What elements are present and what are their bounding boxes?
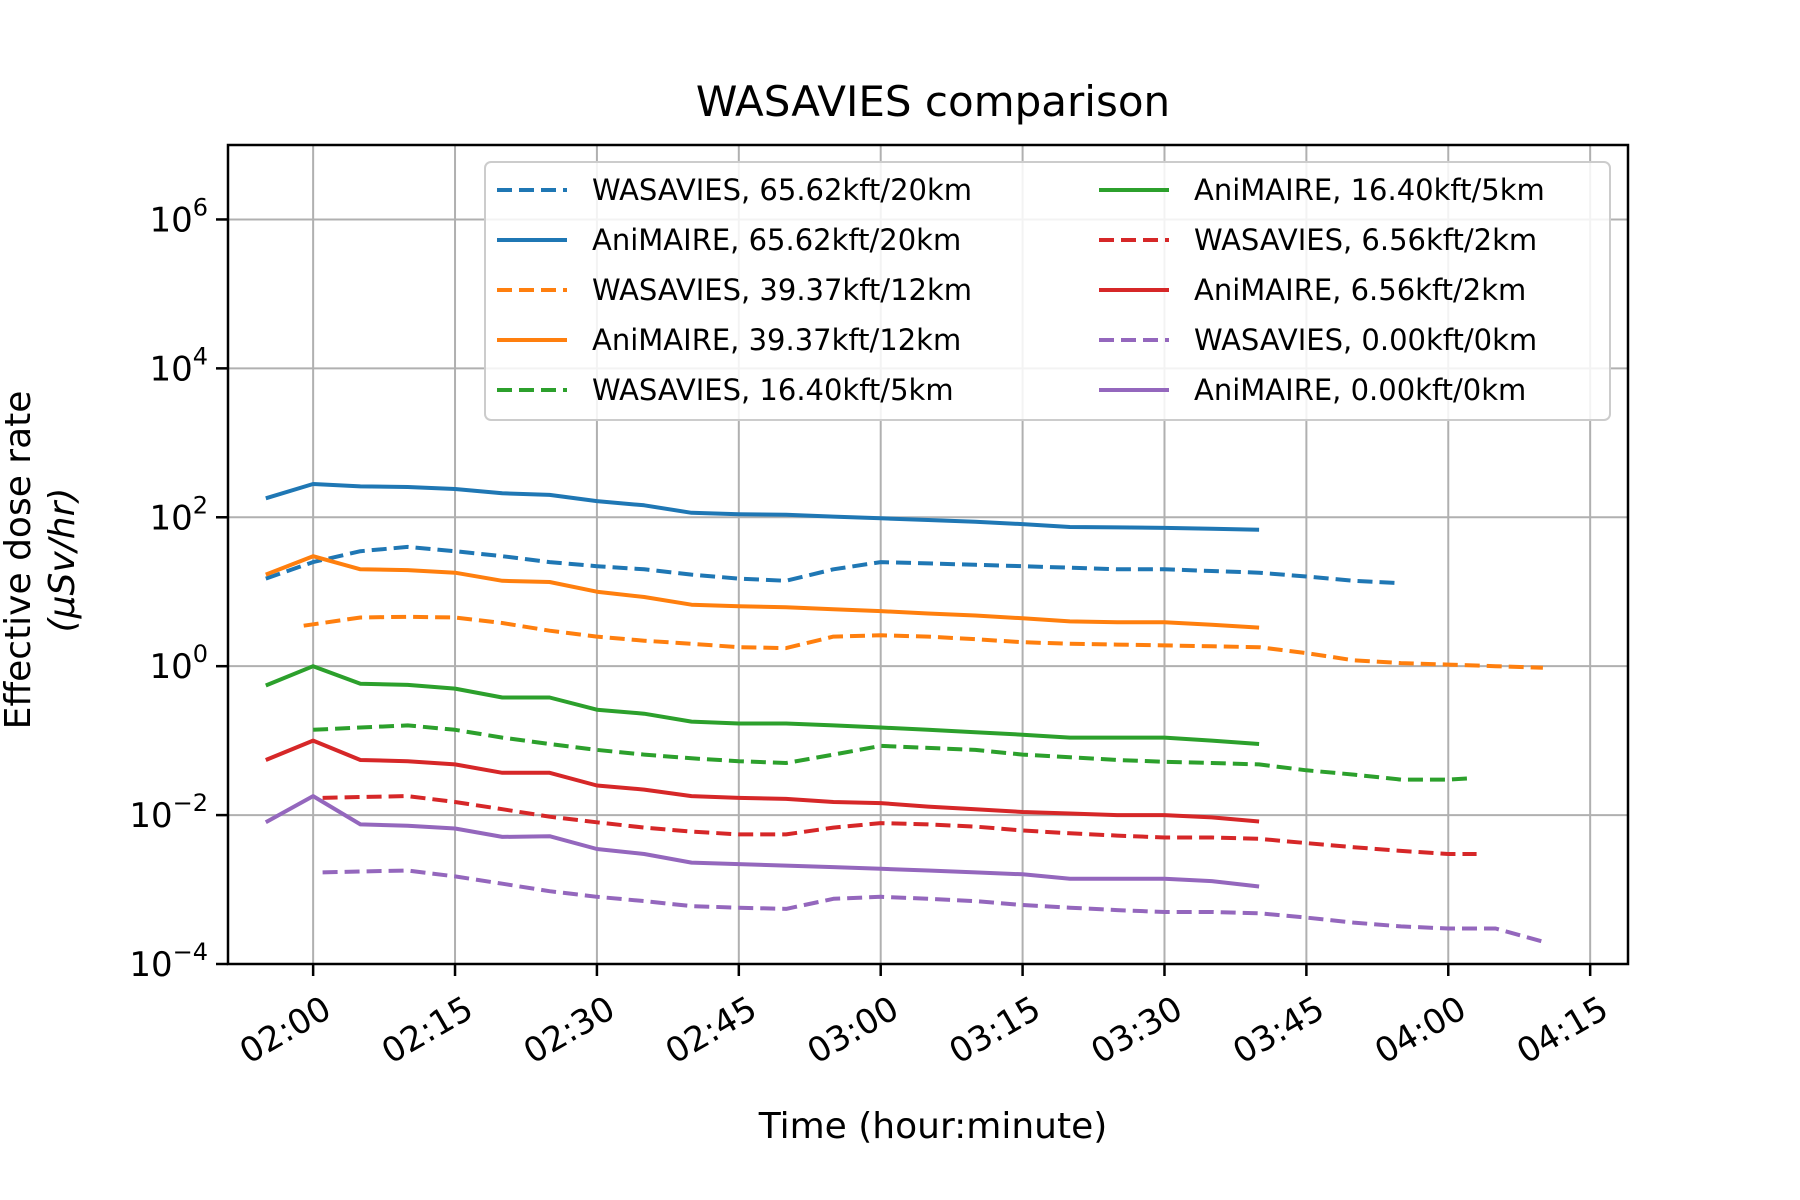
x-tick-label: 04:00: [1368, 989, 1473, 1073]
legend: WASAVIES, 65.62kft/20km AniMAIRE, 65.62kf…: [484, 161, 1611, 421]
y-tick-base: 10: [149, 647, 192, 687]
y-tick-exponent: 4: [193, 342, 208, 370]
y-tick-label: 10−2: [129, 789, 208, 836]
y-axis-label-unit: (μSv/hr): [42, 488, 83, 633]
legend-label: AniMAIRE, 6.56kft/2km: [1194, 273, 1526, 307]
y-tick-exponent: −4: [173, 938, 208, 966]
x-tick-label: 03:15: [943, 989, 1048, 1073]
legend-label: WASAVIES, 39.37kft/12km: [592, 273, 972, 307]
series-line-9: [322, 868, 1544, 944]
y-tick-label: 10−4: [129, 938, 208, 985]
x-tick-label: 02:30: [517, 989, 622, 1073]
legend-label: WASAVIES, 0.00kft/0km: [1194, 323, 1537, 357]
series-line-3: [303, 614, 1543, 670]
y-tick-label: 102: [149, 491, 208, 538]
y-tick-exponent: 2: [193, 491, 208, 519]
series-layer: [264, 482, 1544, 944]
y-tick-base: 10: [149, 498, 192, 538]
legend-label: AniMAIRE, 65.62kft/20km: [592, 223, 961, 257]
y-axis-label: Effective dose rate: [0, 391, 39, 730]
legend-label: WASAVIES, 65.62kft/20km: [592, 173, 972, 207]
y-tick-exponent: −2: [173, 789, 208, 817]
x-tick-label: 02:45: [659, 989, 764, 1073]
x-tick-label: 03:30: [1085, 989, 1190, 1073]
y-tick-base: 10: [149, 200, 192, 240]
y-tick-base: 10: [149, 349, 192, 389]
y-axis-label-group: Effective dose rate (μSv/hr): [0, 391, 83, 730]
x-axis-label: Time (hour:minute): [758, 1106, 1108, 1147]
series-line-1: [265, 544, 1402, 586]
series-line-6: [265, 664, 1260, 746]
y-tick-label: 106: [149, 193, 208, 240]
x-tick-label: 02:00: [233, 989, 338, 1073]
y-tick-base: 10: [129, 945, 172, 985]
legend-label: AniMAIRE, 39.37kft/12km: [592, 323, 961, 357]
y-tick-label: 104: [149, 342, 208, 389]
legend-label: AniMAIRE, 0.00kft/0km: [1194, 373, 1526, 407]
series-line-8: [265, 738, 1260, 824]
x-tick-label: 02:15: [375, 989, 480, 1073]
x-tick-label: 03:00: [801, 989, 906, 1073]
legend-label: AniMAIRE, 16.40kft/5km: [1194, 173, 1545, 207]
chart-title: WASAVIES comparison: [696, 77, 1170, 126]
y-tick-label: 100: [149, 640, 208, 687]
series-line-4: [265, 554, 1260, 630]
series-line-10: [264, 794, 1260, 889]
plot-frame: [226, 143, 1630, 966]
x-tick-label: 03:45: [1226, 989, 1331, 1073]
series-line-5: [313, 723, 1468, 782]
legend-label: WASAVIES, 6.56kft/2km: [1194, 223, 1537, 257]
legend-box: [484, 161, 1611, 421]
x-tick-label: 04:15: [1510, 989, 1615, 1073]
series-line-2: [265, 482, 1260, 532]
legend-label: WASAVIES, 16.40kft/5km: [592, 373, 954, 407]
y-tick-exponent: 0: [193, 640, 208, 668]
y-tick-exponent: 6: [193, 193, 208, 221]
y-tick-base: 10: [129, 796, 172, 836]
series-line-7: [322, 794, 1477, 856]
